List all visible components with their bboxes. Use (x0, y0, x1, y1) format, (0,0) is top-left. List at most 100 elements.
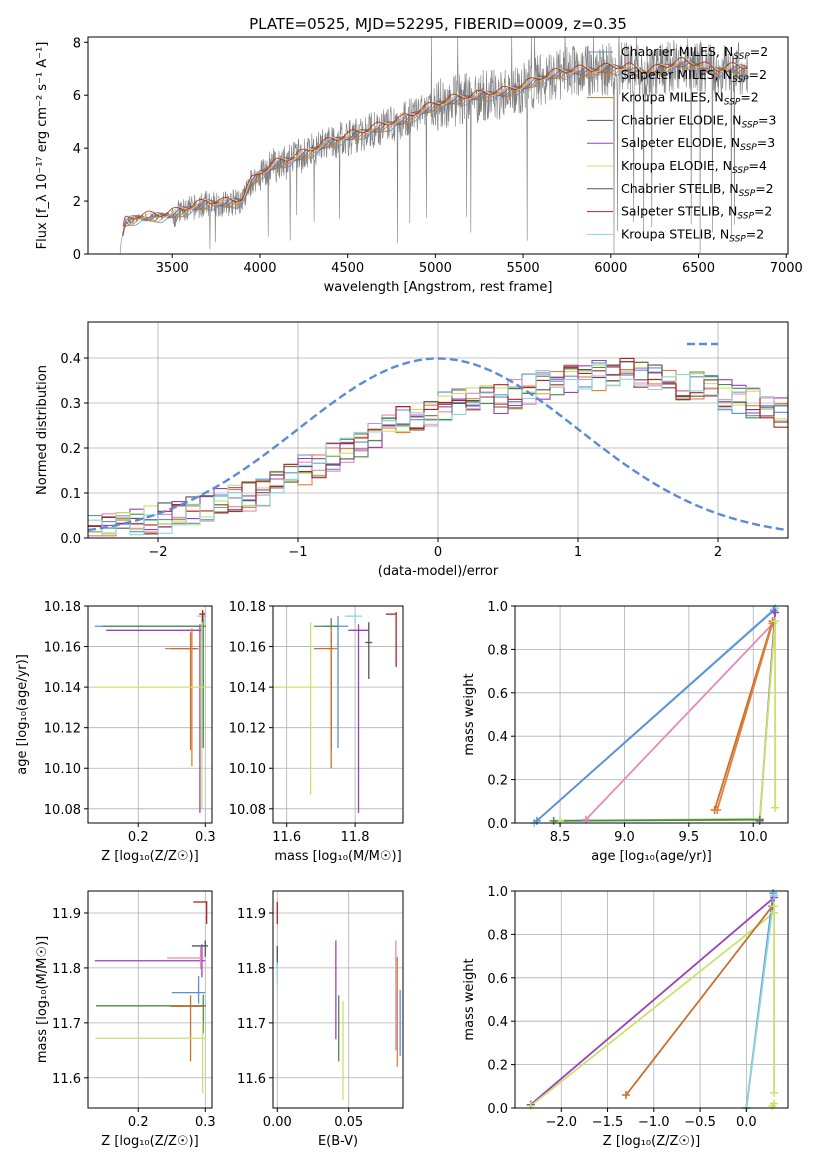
x-tick-label: 10.0 (739, 830, 768, 845)
x-tick-label: 0.2 (128, 1115, 149, 1130)
x-tick-label: 11.8 (341, 830, 370, 845)
y-tick-label: 11.7 (52, 1017, 81, 1032)
weight-marker (770, 1099, 779, 1108)
legend-label: Kroupa ELODIE, NSSP=4 (621, 158, 767, 176)
x-tick-label: 11.6 (272, 830, 301, 845)
normal-distribution-curve (88, 357, 786, 532)
y-tick-label: 0.2 (60, 442, 81, 457)
y-tick-label: 11.6 (52, 1072, 81, 1087)
y-axis-label: Normed distribution (35, 365, 50, 495)
y-tick-label: 11.8 (237, 962, 266, 977)
y-tick-label: 10.12 (229, 722, 266, 737)
y-tick-label: 10.18 (229, 600, 266, 615)
x-tick-label: 4000 (243, 261, 276, 276)
x-tick-label: 0.05 (334, 1115, 363, 1130)
x-axis-label: age [log₁₀(age/yr)] (591, 849, 712, 864)
x-tick-label: 9.0 (614, 830, 635, 845)
y-tick-label: 0.4 (487, 1015, 508, 1030)
legend-label: Salpeter MILES, NSSP=2 (621, 67, 767, 85)
x-tick-label: 0.2 (128, 830, 149, 845)
y-tick-label: 0.0 (487, 817, 508, 832)
x-axis-label: Z [log₁₀(Z/Z☉)] (101, 849, 198, 864)
y-tick-label: 0 (73, 248, 81, 263)
weight-marker (755, 815, 764, 824)
y-axis-label: mass [log₁₀(M/M☉)] (35, 936, 50, 1063)
x-tick-label: 7000 (770, 261, 803, 276)
x-tick-label: 0.00 (263, 1115, 292, 1130)
plot-content (530, 893, 775, 1108)
weight-marker (770, 902, 779, 911)
weight-marker (771, 617, 780, 626)
axes-frame (514, 890, 789, 1109)
y-tick-label: 0.0 (487, 1102, 508, 1117)
plot-content (94, 610, 207, 813)
axes-frame (87, 890, 213, 1109)
x-tick-label: 0.3 (195, 830, 216, 845)
y-tick-label: 11.8 (52, 962, 81, 977)
weight-line (716, 623, 774, 811)
plot-content (119, 37, 748, 254)
x-axis-label: mass [log₁₀(M/M☉)] (274, 849, 401, 864)
x-tick-label: 5000 (419, 261, 452, 276)
y-tick-label: 10.08 (229, 803, 266, 818)
y-tick-label: 8 (73, 36, 81, 51)
x-axis-label: Z [log₁₀(Z/Z☉)] (603, 1134, 700, 1149)
axes-frame (272, 605, 404, 824)
model-spectrum-line-1 (122, 63, 748, 234)
plot-area (88, 891, 212, 1108)
axes-frame (87, 605, 213, 824)
x-axis-label: wavelength [Angstrom, rest frame] (324, 280, 553, 295)
x-tick-label: −1.0 (638, 1115, 670, 1130)
plot-content (273, 612, 397, 813)
x-tick-label: 1 (574, 545, 582, 560)
x-axis-label: (data-model)/error (378, 564, 499, 579)
y-tick-label: 1.0 (487, 600, 508, 615)
y-tick-label: 0.6 (487, 972, 508, 987)
x-tick-label: −1 (288, 545, 307, 560)
weight-marker (771, 803, 780, 812)
x-tick-label: 0.0 (736, 1115, 757, 1130)
y-tick-label: 10.16 (229, 641, 266, 656)
x-tick-label: −0.5 (684, 1115, 716, 1130)
weight-marker (771, 608, 780, 617)
x-tick-label: 6000 (594, 261, 627, 276)
x-tick-label: 5500 (507, 261, 540, 276)
weight-marker (581, 815, 590, 824)
x-tick-label: 4500 (331, 261, 364, 276)
weight-line (585, 620, 776, 821)
y-tick-label: 0.2 (487, 774, 508, 789)
chart-panel-ebv_mass: 0.00 0.05 11.6 11.7 11.8 11.9 E(B-V) (237, 890, 404, 1149)
weight-marker (622, 1090, 631, 1099)
x-axis-label: Z [log₁₀(Z/Z☉)] (101, 1134, 198, 1149)
chart-panel-mass_age: 11.6 11.8 10.08 10.10 10.12 10.14 10.16 10.18 ma… (229, 600, 404, 864)
plot-content (88, 357, 788, 537)
y-tick-label: 11.6 (237, 1072, 266, 1087)
y-tick-label: 4 (73, 142, 81, 157)
y-axis-label: Flux [f_λ 10⁻¹⁷ erg cm⁻² s⁻¹ A⁻¹] (35, 42, 50, 250)
x-tick-label: −2 (148, 545, 167, 560)
weight-line (625, 905, 774, 1096)
x-tick-label: 9.5 (679, 830, 700, 845)
plot-area (273, 891, 403, 1108)
x-tick-label: 6500 (682, 261, 715, 276)
plot-area (88, 606, 212, 823)
legend-label: Kroupa STELIB, NSSP=2 (621, 226, 764, 244)
observed-spectrum-line (119, 37, 748, 254)
x-axis-label: E(B-V) (318, 1134, 358, 1149)
y-tick-label: 0.6 (487, 687, 508, 702)
weight-line (530, 911, 775, 1107)
y-tick-label: 0.1 (60, 487, 81, 502)
model-spectrum-line-6 (122, 56, 748, 227)
y-tick-label: 0.8 (487, 928, 508, 943)
y-tick-label: 10.14 (229, 681, 266, 696)
weight-marker (770, 1088, 779, 1097)
axes-frame (514, 605, 789, 824)
x-tick-label: 0 (434, 545, 442, 560)
plot-content (94, 901, 208, 1094)
chart-panel-z_age: 0.2 0.3 10.08 10.10 10.12 10.14 10.16 10.18 Z [l… (15, 600, 216, 864)
x-tick-label: 8.5 (550, 830, 571, 845)
plot-area (515, 891, 788, 1108)
weight-line (745, 895, 775, 1108)
y-tick-label: 11.7 (237, 1017, 266, 1032)
